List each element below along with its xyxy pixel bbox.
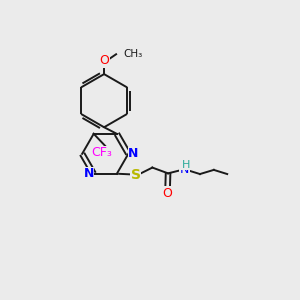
Text: CF₃: CF₃ [91, 146, 112, 159]
Text: O: O [99, 54, 109, 67]
Text: N: N [83, 167, 94, 180]
Text: N: N [128, 147, 139, 160]
Text: S: S [131, 167, 141, 182]
Text: O: O [163, 187, 172, 200]
Text: H: H [182, 160, 190, 170]
Text: N: N [180, 164, 189, 176]
Text: CH₃: CH₃ [123, 49, 142, 59]
